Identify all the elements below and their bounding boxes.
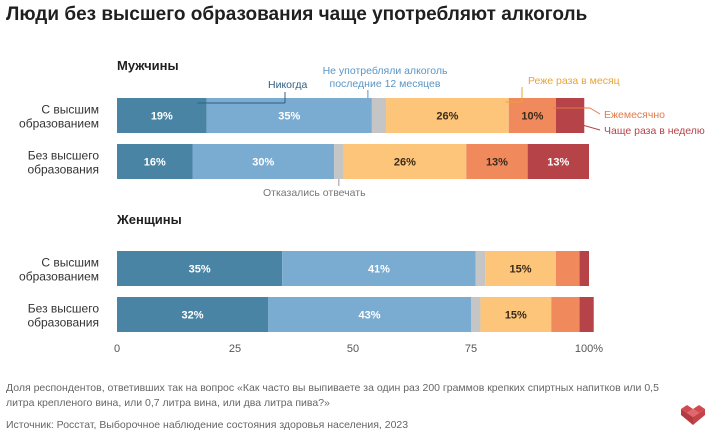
data-label: 15%: [510, 264, 532, 276]
category-label: С высшим образованием: [19, 256, 99, 284]
logo-icon: [681, 405, 705, 425]
data-label: 16%: [144, 157, 166, 169]
bar-segment: [485, 251, 556, 286]
footnote: Доля респондентов, ответивших так на воп…: [6, 382, 659, 409]
category-label: Без высшего образования: [27, 149, 99, 177]
bar-segment: [343, 144, 467, 179]
x-tick-label: 0: [114, 343, 120, 355]
bar-segment: [527, 144, 589, 179]
x-tick-label: 25: [229, 343, 241, 355]
bar-segment: [555, 98, 585, 133]
bar-segment: [475, 251, 486, 286]
data-label: 13%: [486, 157, 508, 169]
annotation-leader: [582, 124, 601, 131]
bar-segment: [268, 297, 471, 332]
bar-segment: [555, 251, 580, 286]
group-title: Женщины: [116, 212, 182, 227]
bar-segment: [206, 98, 372, 133]
bar-segment: [471, 297, 481, 332]
bar-segment: [117, 98, 207, 133]
bar-segment: [579, 297, 594, 332]
data-label: 35%: [278, 111, 300, 123]
x-tick-label: 75: [465, 343, 477, 355]
data-label: 35%: [189, 264, 211, 276]
bar-segment: [334, 144, 344, 179]
data-label: 43%: [359, 310, 381, 322]
annotation-label: Ежемесячно: [604, 109, 665, 121]
bar-segment: [480, 297, 552, 332]
bar-segment: [117, 251, 283, 286]
group-title: Мужчины: [117, 58, 179, 73]
data-label: 30%: [252, 157, 274, 169]
bar-segment: [117, 297, 269, 332]
data-label: 26%: [394, 157, 416, 169]
x-tick-label: 50: [347, 343, 359, 355]
bar-segment: [282, 251, 476, 286]
page-title: Люди без высшего образования чаще употре…: [6, 4, 588, 25]
data-label: 19%: [151, 111, 173, 123]
bar-segment: [466, 144, 528, 179]
x-tick-label: 100%: [575, 343, 603, 355]
data-label: 13%: [547, 157, 569, 169]
data-label: 10%: [521, 111, 543, 123]
data-label: 15%: [505, 310, 527, 322]
category-label: С высшим образованием: [19, 103, 99, 131]
annotation-label: Никогда: [268, 79, 307, 91]
bar-segment: [508, 98, 556, 133]
annotation-label: Чаще раза в неделю: [604, 125, 705, 137]
source-note: Источник: Росстат, Выборочное наблюдение…: [6, 419, 409, 431]
category-label: Без высшего образования: [27, 302, 99, 330]
data-label: 41%: [368, 264, 390, 276]
bar-segment: [386, 98, 509, 133]
annotation-label: Отказались отвечать: [263, 187, 366, 199]
annotation-label: Реже раза в месяц: [528, 75, 620, 87]
annotation-leader: [589, 107, 601, 115]
bar-segment: [551, 297, 580, 332]
data-label: 26%: [436, 111, 458, 123]
annotation-label: последние 12 месяцев: [330, 78, 441, 90]
bar-segment: [117, 144, 193, 179]
stacked-bar-chart: Мужчины С высшим образованием 19% 35% 26% 10% Б…: [19, 58, 705, 355]
bar-segment: [579, 251, 589, 286]
bar-segment: [192, 144, 335, 179]
annotation-label: Не употребляли алкоголь: [323, 65, 448, 77]
data-label: 32%: [182, 310, 204, 322]
bar-segment: [371, 98, 387, 133]
